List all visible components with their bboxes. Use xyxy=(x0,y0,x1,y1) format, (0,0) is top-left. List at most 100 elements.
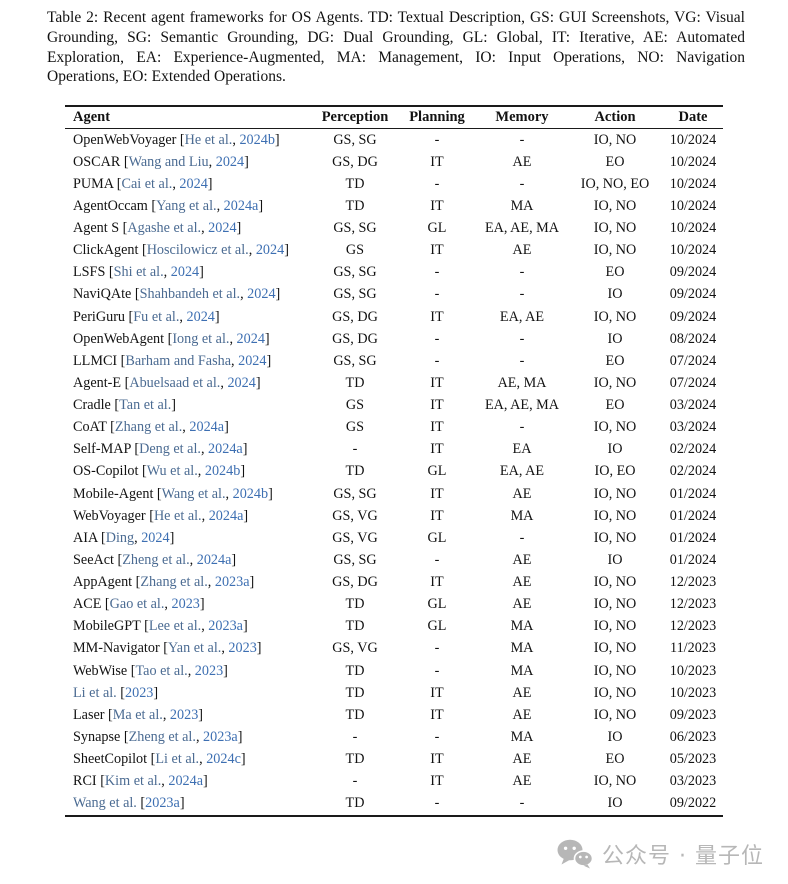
action-cell: IO xyxy=(607,551,623,568)
table-row: WebWise [Tao et al., 2023] TD - MA IO, N… xyxy=(65,660,723,682)
citation-link[interactable]: Wu et al. xyxy=(146,463,198,480)
citation-link[interactable]: Li et al. xyxy=(73,684,117,701)
citation-link[interactable]: Shi et al. xyxy=(113,264,164,281)
citation-link[interactable]: Wang and Liu xyxy=(128,153,209,170)
citation-link[interactable]: Lee et al. xyxy=(148,618,202,635)
citation-link[interactable]: Iong et al. xyxy=(172,330,230,347)
citation-link[interactable]: 2024a xyxy=(223,197,259,214)
date-cell: 01/2024 xyxy=(669,507,717,524)
date-cell: 12/2023 xyxy=(669,618,717,635)
citation-link[interactable]: 2023 xyxy=(228,640,257,657)
citation-link[interactable]: 2024 xyxy=(179,175,208,192)
citation-link[interactable]: 2024 xyxy=(236,330,265,347)
agent-name-text: , xyxy=(189,551,197,568)
agent-name-text: , xyxy=(134,529,142,546)
citation-link[interactable]: Wang et al. xyxy=(161,485,226,502)
memory-cell: - xyxy=(519,352,525,369)
citation-link[interactable]: 2023a xyxy=(145,795,180,812)
perception-cell: GS, SG xyxy=(333,220,377,237)
citation-link[interactable]: Ma et al. xyxy=(112,706,163,723)
action-cell: IO, NO xyxy=(593,574,637,591)
citation-link[interactable]: 2024 xyxy=(247,286,276,303)
perception-cell: GS, DG xyxy=(332,153,378,170)
citation-link[interactable]: Zhang et al. xyxy=(114,419,183,436)
citation-link[interactable]: Shahbandeh et al. xyxy=(139,286,241,303)
memory-cell: AE xyxy=(512,684,532,701)
citation-link[interactable]: 2024a xyxy=(208,441,243,458)
citation-link[interactable]: 2024b xyxy=(239,131,275,148)
citation-link[interactable]: 2024 xyxy=(227,374,256,391)
agent-cell: Agent-E [Abuelsaad et al., 2024] xyxy=(65,375,313,392)
action-cell: IO, NO xyxy=(593,197,637,214)
memory-cell: - xyxy=(519,419,525,436)
table-row: ClickAgent [Hoscilowicz et al., 2024] GS… xyxy=(65,240,723,262)
citation-link[interactable]: 2023 xyxy=(169,706,199,723)
citation-link[interactable]: Yan et al. xyxy=(167,640,222,657)
citation-link[interactable]: Zheng et al. xyxy=(128,728,196,745)
citation-link[interactable]: 2024 xyxy=(255,242,285,259)
citation-link[interactable]: Agashe et al. xyxy=(127,220,202,237)
citation-link[interactable]: 2024a xyxy=(196,551,232,568)
citation-link[interactable]: 2023a xyxy=(203,728,238,745)
date-cell: 09/2022 xyxy=(669,795,717,812)
citation-link[interactable]: Abuelsaad et al. xyxy=(129,374,221,391)
planning-cell: GL xyxy=(427,596,447,613)
citation-link[interactable]: 2024 xyxy=(215,153,245,170)
agent-name-text: SeeAct [ xyxy=(73,551,123,568)
citation-link[interactable]: Gao et al. xyxy=(109,596,165,613)
citation-link[interactable]: Hoscilowicz et al. xyxy=(146,242,249,259)
agent-name-text: ] xyxy=(256,640,262,657)
citation-link[interactable]: 2024b xyxy=(204,463,241,480)
citation-link[interactable]: 2024a xyxy=(168,773,204,790)
citation-link[interactable]: 2023 xyxy=(194,662,224,679)
citation-link[interactable]: Ding xyxy=(105,529,135,546)
perception-cell: GS, SG xyxy=(333,352,377,369)
citation-link[interactable]: 2024c xyxy=(206,751,241,768)
memory-cell: MA xyxy=(510,662,534,679)
agent-cell: OS-Copilot [Wu et al., 2024b] xyxy=(65,463,313,480)
citation-link[interactable]: Yang et al. xyxy=(156,197,217,214)
citation-link[interactable]: 2024 xyxy=(170,264,200,281)
date-cell: 06/2023 xyxy=(669,728,717,745)
table-row: Synapse [Zheng et al., 2023a] - - MA IO … xyxy=(65,726,723,748)
agent-name-text: , xyxy=(201,618,209,635)
citation-link[interactable]: 2023a xyxy=(208,618,243,635)
agent-name-text: , xyxy=(200,441,209,458)
citation-link[interactable]: 2023 xyxy=(171,596,200,613)
citation-link[interactable]: 2023a xyxy=(214,574,250,591)
agent-name-text: ] xyxy=(249,574,255,591)
agent-name-text: , xyxy=(225,485,233,502)
agent-cell: Laser [Ma et al., 2023] xyxy=(65,707,313,724)
citation-link[interactable]: 2024 xyxy=(141,529,170,546)
agent-cell: WebWise [Tao et al., 2023] xyxy=(65,663,313,680)
citation-link[interactable]: 2024b xyxy=(232,485,269,502)
agent-name-text: , xyxy=(161,773,169,790)
citation-link[interactable]: Tao et al. xyxy=(135,662,188,679)
citation-link[interactable]: He et al. xyxy=(184,131,233,148)
citation-link[interactable]: 2024a xyxy=(189,419,225,436)
agent-name-text: ] xyxy=(242,618,248,635)
citation-link[interactable]: Wang et al. xyxy=(73,795,137,812)
citation-link[interactable]: He et al. xyxy=(153,507,202,524)
citation-link[interactable]: 2024 xyxy=(238,352,267,369)
citation-link[interactable]: Li et al. xyxy=(155,751,200,768)
citation-link[interactable]: Tan et al. xyxy=(119,397,172,414)
citation-link[interactable]: Fu et al. xyxy=(133,308,180,325)
agent-name-text: Synapse [ xyxy=(73,728,129,745)
citation-link[interactable]: 2024a xyxy=(208,507,244,524)
citation-link[interactable]: Zhang et al. xyxy=(140,574,208,591)
citation-link[interactable]: 2024 xyxy=(186,308,215,325)
agent-name-text: ] xyxy=(171,397,177,414)
agent-name-text: Cradle [ xyxy=(73,397,120,414)
citation-link[interactable]: Cai et al. xyxy=(121,175,173,192)
citation-link[interactable]: Barham and Fasha xyxy=(125,352,232,369)
date-cell: 11/2023 xyxy=(670,640,716,657)
citation-link[interactable]: 2024 xyxy=(208,220,237,237)
citation-link[interactable]: Deng et al. xyxy=(139,441,201,458)
date-cell: 03/2024 xyxy=(669,397,717,414)
column-header-action: Action xyxy=(594,109,636,125)
citation-link[interactable]: Zheng et al. xyxy=(122,551,190,568)
citation-link[interactable]: 2023 xyxy=(125,684,154,701)
citation-link[interactable]: Kim et al. xyxy=(104,773,162,790)
memory-cell: - xyxy=(519,529,525,546)
